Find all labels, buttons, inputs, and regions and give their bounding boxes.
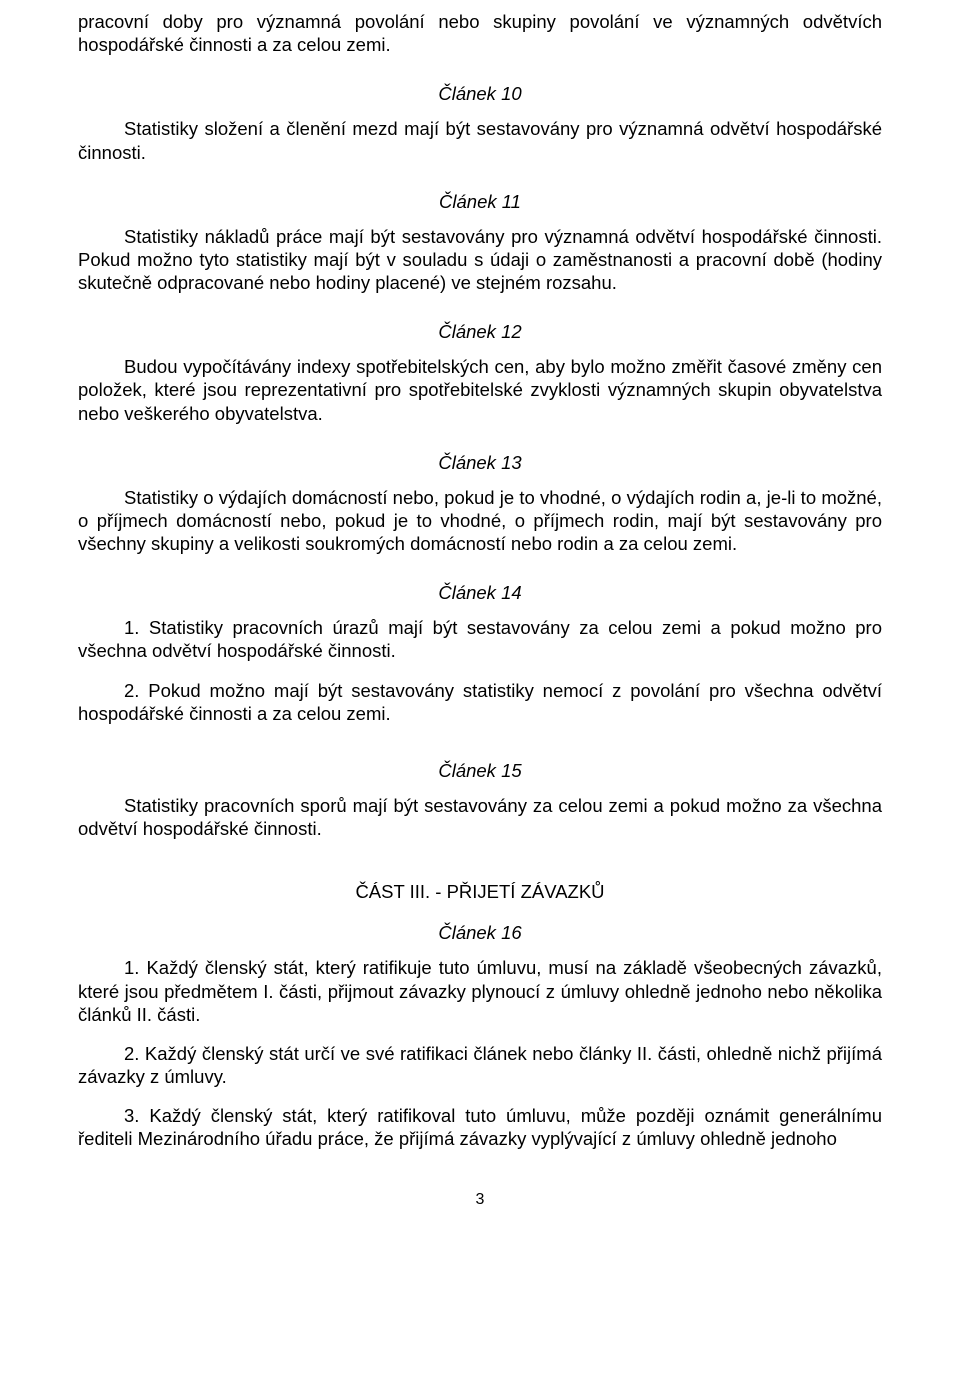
article-11-p1: Statistiky nákladů práce mají být sestav… (78, 225, 882, 294)
article-14-heading: Článek 14 (78, 581, 882, 604)
article-13-heading: Článek 13 (78, 451, 882, 474)
article-13-p1: Statistiky o výdajích domácností nebo, p… (78, 486, 882, 555)
article-10-p1: Statistiky složení a členění mezd mají b… (78, 117, 882, 163)
article-16-p2: 2. Každý členský stát určí ve své ratifi… (78, 1042, 882, 1088)
article-15-heading: Článek 15 (78, 759, 882, 782)
intro-paragraph: pracovní doby pro významná povolání nebo… (78, 10, 882, 56)
article-10-heading: Článek 10 (78, 82, 882, 105)
page-number: 3 (78, 1190, 882, 1210)
article-15-p1: Statistiky pracovních sporů mají být ses… (78, 794, 882, 840)
article-14-p2: 2. Pokud možno mají být sestavovány stat… (78, 679, 882, 725)
article-11-heading: Článek 11 (78, 190, 882, 213)
part-3-heading: ČÁST III. - PŘIJETÍ ZÁVAZKŮ (78, 880, 882, 903)
article-12-p1: Budou vypočítávány indexy spotřebitelský… (78, 355, 882, 424)
article-12-heading: Článek 12 (78, 320, 882, 343)
article-16-heading: Článek 16 (78, 921, 882, 944)
article-16-p1: 1. Každý členský stát, který ratifikuje … (78, 956, 882, 1025)
article-14-p1: 1. Statistiky pracovních úrazů mají být … (78, 616, 882, 662)
article-16-p3: 3. Každý členský stát, který ratifikoval… (78, 1104, 882, 1150)
